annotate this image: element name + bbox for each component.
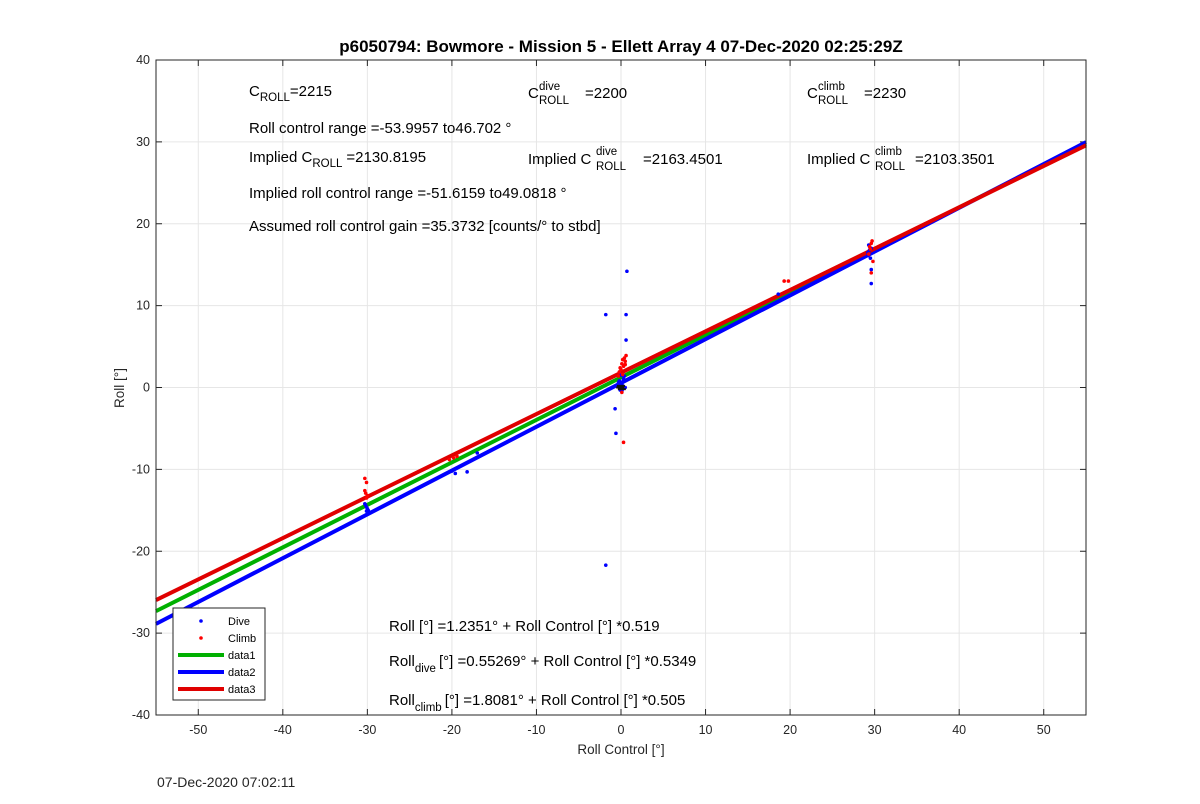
climb-point: [455, 454, 459, 459]
dive-point: [603, 312, 608, 317]
y-tick-labels: -40 -30 -20 -10 0 10 20 30 40: [132, 53, 150, 722]
x-tick-label: 30: [868, 723, 882, 737]
climb-point: [617, 370, 622, 374]
legend-items: Dive Climb data1 data2 data3: [178, 616, 256, 696]
y-axis-label: Roll [°]: [112, 368, 127, 408]
climb-point: [364, 480, 369, 485]
annotation-c-roll-climb: C climb ROLL =2230: [807, 77, 906, 108]
fit-equation-dive: Rolldive [°] =0.55269° + Roll Control [°]…: [389, 653, 696, 675]
legend-label: Dive: [228, 616, 250, 628]
y-tick-label: -30: [132, 626, 150, 640]
dive-point: [869, 267, 874, 272]
y-tick-label: 40: [136, 53, 150, 67]
climb-point: [870, 239, 874, 243]
footer-timestamp: 07-Dec-2020 07:02:11: [157, 774, 295, 790]
climb-point: [451, 456, 456, 460]
x-tick-label: 40: [952, 723, 966, 737]
climb-point: [620, 361, 624, 366]
climb-point: [618, 366, 622, 370]
climb-point: [620, 390, 624, 395]
data-points: [363, 239, 875, 567]
x-tick-label: 0: [618, 723, 625, 737]
climb-point: [620, 357, 625, 362]
x-tick-label: 10: [699, 723, 713, 737]
climb-point: [871, 259, 875, 264]
y-tick-label: 10: [136, 299, 150, 313]
fit-equation-all: Roll [°] =1.2351° + Roll Control [°] *0.…: [389, 618, 660, 635]
climb-point: [616, 374, 621, 378]
dive-point: [621, 378, 626, 382]
climb-point: [363, 488, 367, 493]
climb-point: [867, 244, 872, 249]
climb-point: [869, 271, 874, 275]
dive-point: [603, 563, 608, 567]
dive-point: [868, 256, 873, 260]
x-tick-label: -30: [358, 723, 376, 737]
dive-point: [450, 469, 454, 473]
annotation-c-roll: CROLL=2215: [249, 83, 332, 104]
plot-frame: [155, 59, 1087, 716]
y-tick-label: 20: [136, 217, 150, 231]
climb-point: [621, 440, 626, 445]
x-tick-label: -50: [189, 723, 207, 737]
overlap-point: [616, 386, 625, 389]
legend-label: data1: [228, 650, 256, 662]
climb-point: [363, 476, 367, 481]
annotation-implied-c-roll: Implied CROLL =2130.8195: [249, 149, 426, 170]
climb-point: [620, 372, 625, 377]
legend-label: data2: [228, 667, 256, 679]
legend-label: Climb: [228, 633, 256, 645]
dive-point: [465, 470, 469, 474]
dive-point: [624, 312, 628, 317]
y-tick-label: 0: [143, 381, 150, 395]
annotation-implied-c-roll-dive: Implied C dive ROLL =2163.4501: [528, 142, 723, 174]
overlap-point: [617, 388, 626, 391]
x-tick-label: -40: [274, 723, 292, 737]
fit-line-data3: [155, 143, 1087, 602]
dive-point: [453, 471, 458, 476]
x-tick-labels: -50 -40 -30 -20 -10 0 10 20 30 40 50: [189, 723, 1050, 737]
dive-point: [625, 269, 629, 274]
y-tick-label: -40: [132, 708, 150, 722]
climb-point: [623, 362, 628, 367]
x-axis-label: Roll Control [°]: [577, 742, 664, 757]
dive-point: [475, 451, 480, 455]
climb-point: [866, 252, 871, 256]
chart-title: p6050794: Bowmore - Mission 5 - Ellett A…: [339, 37, 902, 56]
climb-point: [782, 279, 786, 283]
dive-point: [363, 503, 368, 508]
x-tick-label: -20: [443, 723, 461, 737]
climb-point: [786, 279, 791, 283]
dive-point: [624, 338, 628, 342]
dive-point: [364, 509, 369, 513]
annotation-gain: Assumed roll control gain =35.3732 [coun…: [249, 218, 601, 235]
overlap-point: [617, 384, 625, 387]
dive-point: [614, 431, 618, 436]
x-tick-label: -10: [527, 723, 545, 737]
climb-point: [447, 457, 452, 462]
dive-point: [869, 281, 874, 286]
legend: Dive Climb data1 data2 data3: [172, 607, 266, 701]
y-tick-label: -20: [132, 544, 150, 558]
legend-marker-dive: [199, 619, 203, 623]
legend-label: data3: [228, 684, 256, 696]
dive-point: [613, 406, 617, 411]
dive-point: [776, 292, 781, 296]
annotation-implied-range: Implied roll control range =-51.6159 to4…: [249, 185, 566, 202]
climb-point: [624, 353, 628, 358]
legend-marker-climb: [199, 636, 203, 640]
annotation-implied-c-roll-climb: Implied C climb ROLL =2103.3501: [807, 142, 995, 174]
x-tick-label: 50: [1037, 723, 1051, 737]
y-tick-label: -10: [132, 462, 150, 476]
climb-point: [364, 496, 369, 500]
y-tick-label: 30: [136, 135, 150, 149]
fit-equation-climb: Rollclimb [°] =1.8081° + Roll Control [°]…: [389, 692, 685, 714]
annotation-roll-control-range: Roll control range =-53.9957 to46.702 °: [249, 120, 511, 137]
x-tick-label: 20: [783, 723, 797, 737]
annotation-c-roll-dive: C dive ROLL =2200: [528, 77, 627, 108]
